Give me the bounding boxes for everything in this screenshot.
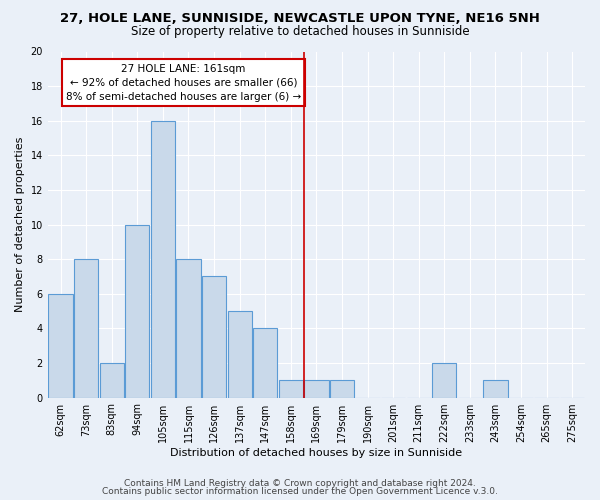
Bar bbox=[432, 363, 457, 398]
Bar bbox=[100, 363, 124, 398]
Text: 27 HOLE LANE: 161sqm
← 92% of detached houses are smaller (66)
8% of semi-detach: 27 HOLE LANE: 161sqm ← 92% of detached h… bbox=[66, 64, 301, 102]
X-axis label: Distribution of detached houses by size in Sunniside: Distribution of detached houses by size … bbox=[170, 448, 463, 458]
Bar bbox=[125, 224, 149, 398]
Bar bbox=[151, 120, 175, 398]
Text: Size of property relative to detached houses in Sunniside: Size of property relative to detached ho… bbox=[131, 25, 469, 38]
Bar bbox=[176, 259, 200, 398]
Bar bbox=[202, 276, 226, 398]
Bar bbox=[330, 380, 354, 398]
Bar bbox=[74, 259, 98, 398]
Bar bbox=[304, 380, 329, 398]
Text: Contains HM Land Registry data © Crown copyright and database right 2024.: Contains HM Land Registry data © Crown c… bbox=[124, 478, 476, 488]
Y-axis label: Number of detached properties: Number of detached properties bbox=[15, 137, 25, 312]
Text: 27, HOLE LANE, SUNNISIDE, NEWCASTLE UPON TYNE, NE16 5NH: 27, HOLE LANE, SUNNISIDE, NEWCASTLE UPON… bbox=[60, 12, 540, 26]
Bar bbox=[253, 328, 277, 398]
Bar bbox=[484, 380, 508, 398]
Bar bbox=[278, 380, 303, 398]
Text: Contains public sector information licensed under the Open Government Licence v.: Contains public sector information licen… bbox=[102, 487, 498, 496]
Bar bbox=[49, 294, 73, 398]
Bar bbox=[227, 311, 252, 398]
